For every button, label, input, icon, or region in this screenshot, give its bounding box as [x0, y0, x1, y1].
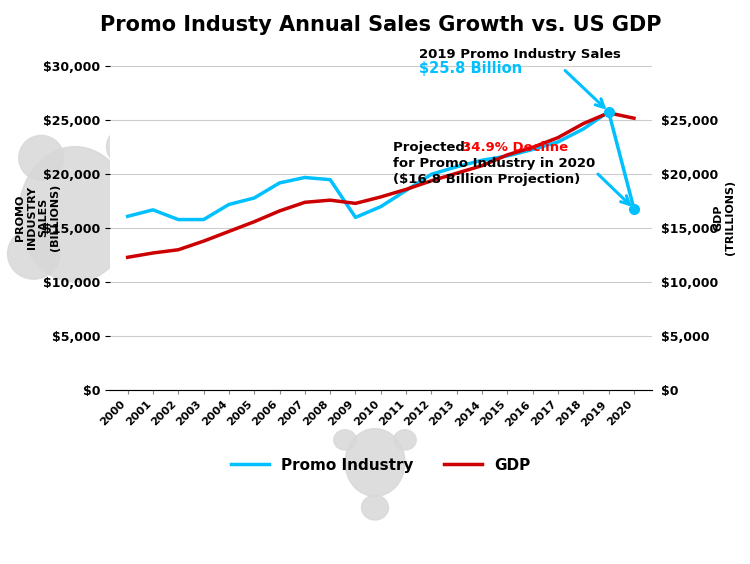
Title: Promo Industy Annual Sales Growth vs. US GDP: Promo Industy Annual Sales Growth vs. US…	[100, 15, 662, 35]
Text: for Promo Industry in 2020: for Promo Industry in 2020	[394, 157, 596, 170]
Text: Projected:: Projected:	[394, 140, 476, 153]
Legend: Promo Industry, GDP: Promo Industry, GDP	[224, 452, 537, 479]
Text: 34.9% Decline: 34.9% Decline	[462, 140, 568, 153]
Text: 2019 Promo Industry Sales: 2019 Promo Industry Sales	[419, 48, 621, 61]
Y-axis label: GDP
(TRILLIONS): GDP (TRILLIONS)	[713, 180, 735, 255]
Text: ($16.8 Billion Projection): ($16.8 Billion Projection)	[394, 173, 580, 186]
Text: $25.8 Billion: $25.8 Billion	[419, 61, 522, 76]
Y-axis label: PROMO
INDUSTRY
SALES
(BILLIONS): PROMO INDUSTRY SALES (BILLIONS)	[15, 184, 60, 251]
